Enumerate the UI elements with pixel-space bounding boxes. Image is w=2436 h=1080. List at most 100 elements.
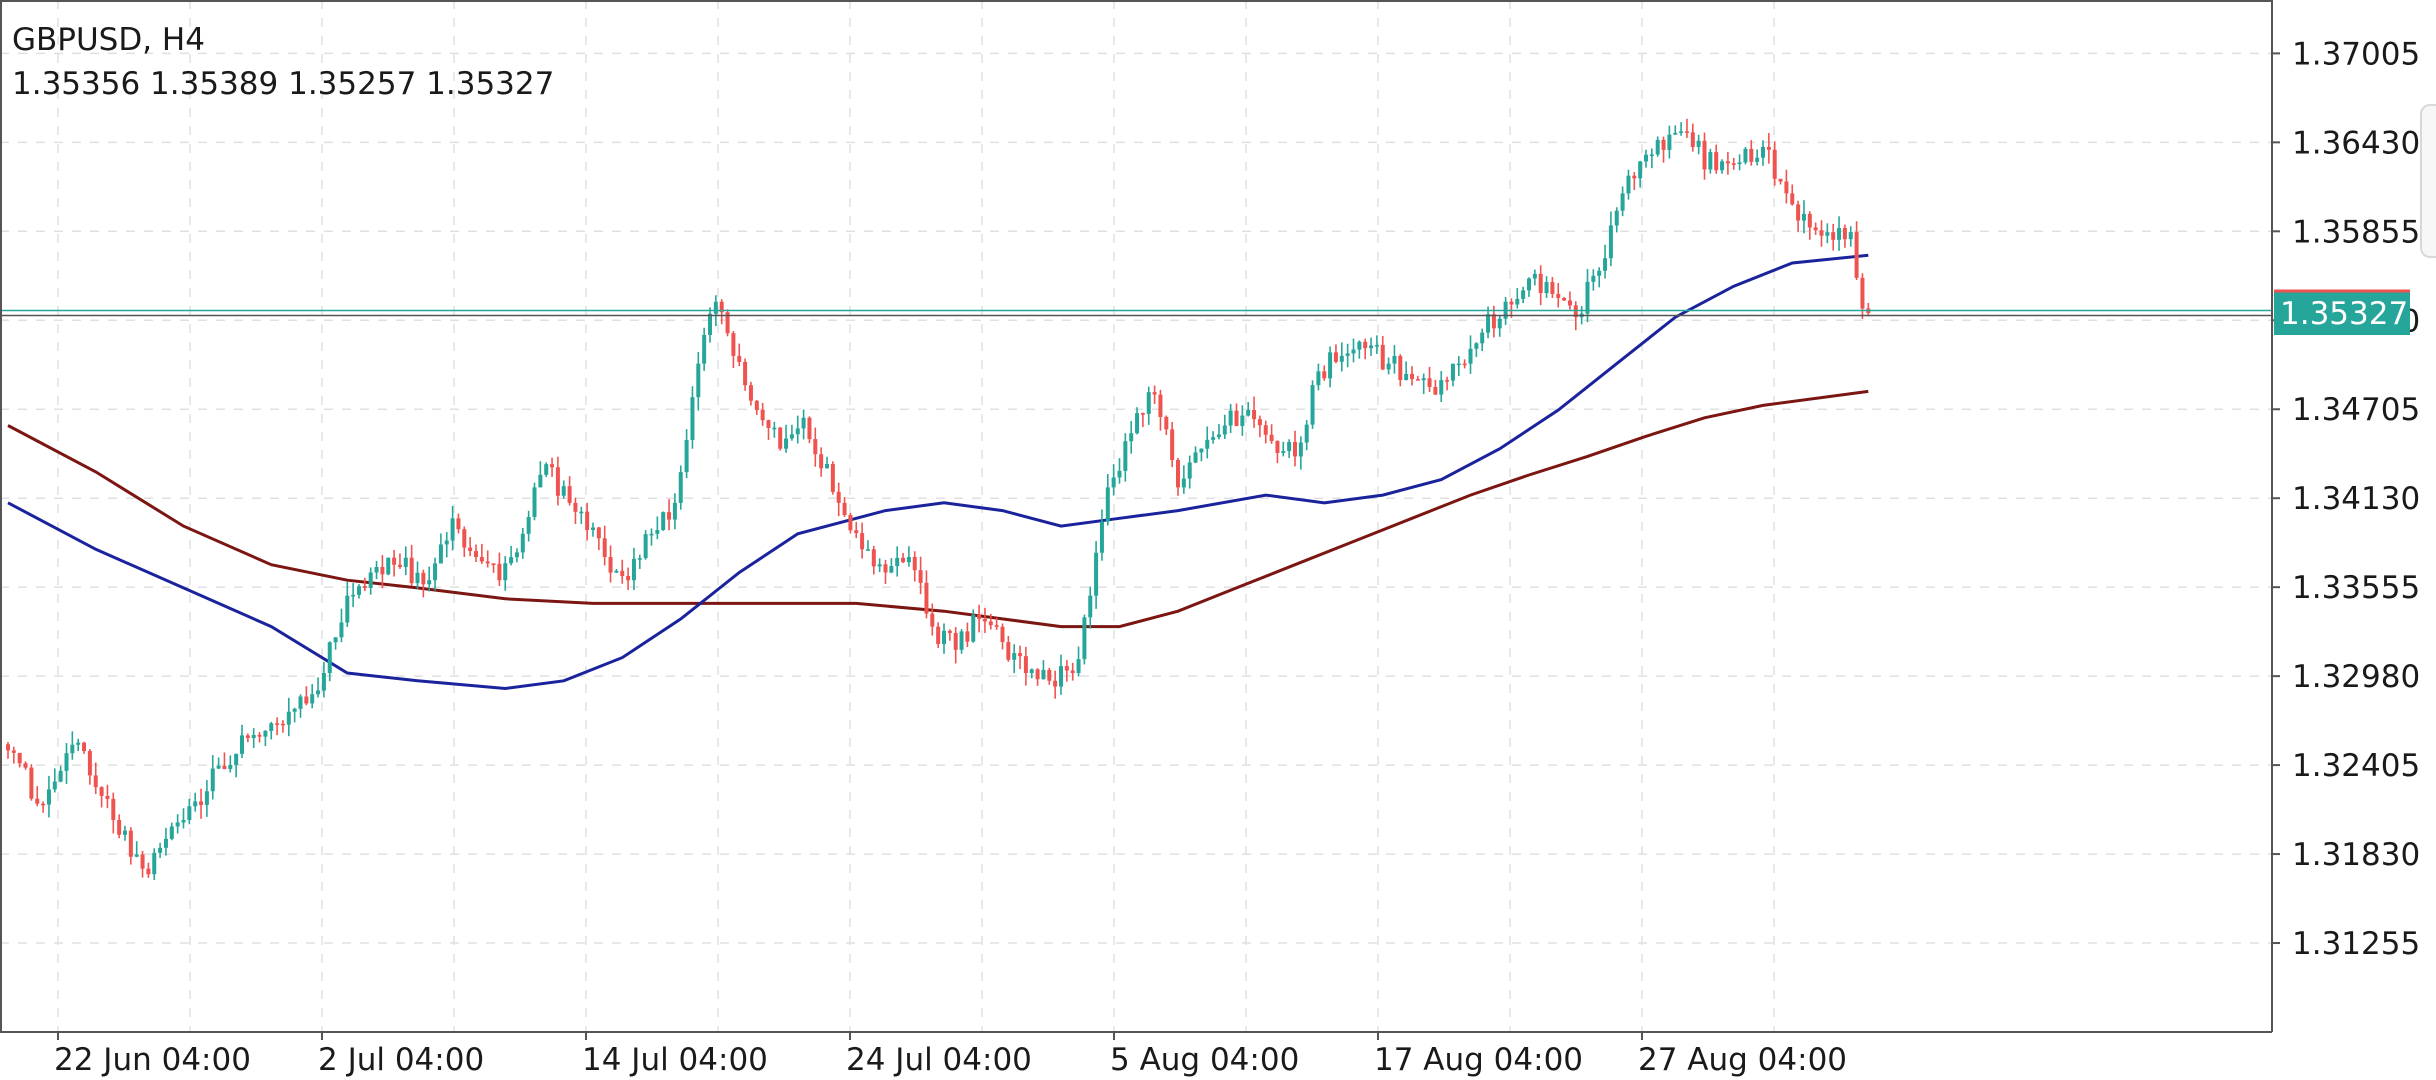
x-tick-label: 2 Jul 04:00 (318, 1042, 484, 1078)
candle-body (526, 517, 531, 534)
candle-body (690, 397, 695, 440)
candle-body (1222, 425, 1227, 435)
y-tick-label: 1.36430 (2292, 125, 2420, 161)
candle-body (1158, 394, 1163, 417)
candle-body (123, 830, 127, 835)
candle-body (942, 630, 946, 644)
candle-body (1538, 273, 1543, 294)
candle-body (46, 789, 51, 805)
x-tick-label: 22 Jun 04:00 (54, 1042, 251, 1078)
candle-body (1509, 301, 1514, 305)
candle-body (1293, 441, 1297, 457)
candle-body (661, 512, 666, 531)
candle-body (35, 798, 40, 804)
candle-body (971, 614, 976, 642)
candle-body (555, 467, 560, 496)
candle-body (561, 486, 566, 496)
candle-body (269, 723, 274, 731)
candle-body (1304, 424, 1309, 443)
candle-body (1392, 356, 1397, 364)
candle-body (1491, 314, 1496, 329)
candle-body (1673, 132, 1678, 135)
candle-body (1152, 392, 1157, 395)
candle-body (199, 801, 204, 805)
candle-body (748, 385, 753, 401)
candle-body (585, 511, 590, 530)
x-tick-label: 27 Aug 04:00 (1638, 1042, 1847, 1078)
candle-body (117, 820, 122, 835)
candle-body (1023, 656, 1028, 674)
candle-body (509, 557, 514, 564)
candle-body (1363, 341, 1368, 349)
candle-body (1784, 181, 1789, 194)
candle-body (906, 557, 911, 563)
candle-body (567, 486, 572, 503)
candle-body (152, 852, 157, 875)
candle-body (403, 557, 408, 567)
candle-body (1778, 178, 1783, 182)
y-tick-label: 1.31255 (2292, 926, 2420, 962)
candle-body (29, 767, 34, 799)
candle-body (813, 439, 818, 455)
candle-body (204, 791, 209, 805)
side-panel-handle[interactable] (2420, 104, 2436, 258)
candle-body (1860, 277, 1865, 309)
candle-body (1702, 140, 1707, 170)
candle-body (602, 538, 607, 558)
candle-body (854, 530, 859, 534)
candle-body (298, 696, 303, 709)
candle-body (357, 586, 361, 595)
candle-body (362, 586, 367, 588)
candle-body (1211, 437, 1216, 440)
candle-body (1386, 363, 1391, 370)
candle-body (479, 557, 484, 562)
candle-body (1176, 460, 1180, 488)
candle-body (713, 301, 718, 314)
candle-body (503, 563, 508, 581)
candle-body (1123, 441, 1128, 471)
candle-body (497, 563, 502, 581)
candle-body (631, 558, 636, 581)
candle-body (76, 742, 81, 745)
candle-body (1603, 258, 1608, 271)
candle-body (784, 438, 789, 449)
candle-body (316, 690, 321, 695)
current-price-line (0, 309, 2272, 317)
candle-body (93, 775, 98, 788)
candle-body (280, 723, 285, 726)
candle-body (608, 557, 613, 573)
candle-body (351, 594, 356, 597)
candlesticks (6, 118, 1871, 880)
candle-body (1649, 154, 1654, 157)
candle-body (1749, 148, 1754, 162)
candle-body (1351, 349, 1356, 354)
candle-body (1819, 230, 1824, 236)
candle-body (105, 795, 110, 799)
candle-body (6, 744, 10, 751)
candle-body (1374, 344, 1379, 347)
candle-body (573, 502, 578, 512)
candle-body (825, 463, 829, 469)
candle-body (23, 763, 28, 768)
candle-body (58, 770, 63, 782)
candle-body (474, 551, 478, 558)
y-tick-label: 1.34705 (2292, 392, 2420, 428)
price-tag-background (2274, 291, 2410, 336)
candle-body (1731, 163, 1736, 165)
candle-body (1018, 653, 1023, 657)
candle-body (1029, 669, 1034, 674)
candle-body (1620, 193, 1625, 211)
candle-body (216, 765, 221, 769)
candle-body (1246, 410, 1251, 416)
candle-body (1088, 595, 1093, 618)
candle-body (725, 312, 730, 334)
candle-body (1099, 521, 1104, 553)
candle-body (1573, 305, 1578, 318)
candle-body (386, 557, 391, 575)
candle-body (918, 570, 923, 583)
candle-body (1585, 281, 1590, 314)
candle-body (1234, 410, 1239, 426)
candle-body (1076, 659, 1081, 674)
